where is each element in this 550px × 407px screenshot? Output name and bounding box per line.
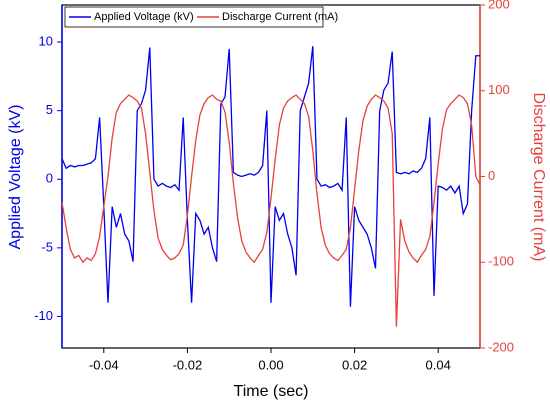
y-tick-label: 10 <box>39 33 53 48</box>
x-tick-label: 0.00 <box>258 357 283 372</box>
y2-tick-label: 100 <box>488 82 510 97</box>
legend-box <box>64 6 324 28</box>
y-tick-label: -10 <box>34 308 53 323</box>
x-tick-label: -0.02 <box>173 357 203 372</box>
y-tick-label: 5 <box>46 102 53 117</box>
y-axis-label: Applied Voltage (kV) <box>7 105 24 250</box>
x-axis-label: Time (sec) <box>234 383 309 400</box>
y-tick-label: -5 <box>41 239 53 254</box>
legend-label: Applied Voltage (kV) <box>94 11 194 23</box>
y2-tick-label: -100 <box>488 254 514 269</box>
y2-tick-label: 200 <box>488 0 510 11</box>
x-tick-label: 0.02 <box>342 357 367 372</box>
y2-axis-label: Discharge Current (mA) <box>530 93 547 262</box>
x-tick-label: 0.04 <box>426 357 451 372</box>
series-line <box>61 46 480 307</box>
y2-tick-label: 0 <box>488 168 495 183</box>
series-line <box>61 94 481 327</box>
x-tick-label: -0.04 <box>89 357 119 372</box>
legend-label: Discharge Current (mA) <box>222 11 338 23</box>
y-tick-label: 0 <box>46 171 53 186</box>
y2-tick-label: -200 <box>488 339 514 354</box>
